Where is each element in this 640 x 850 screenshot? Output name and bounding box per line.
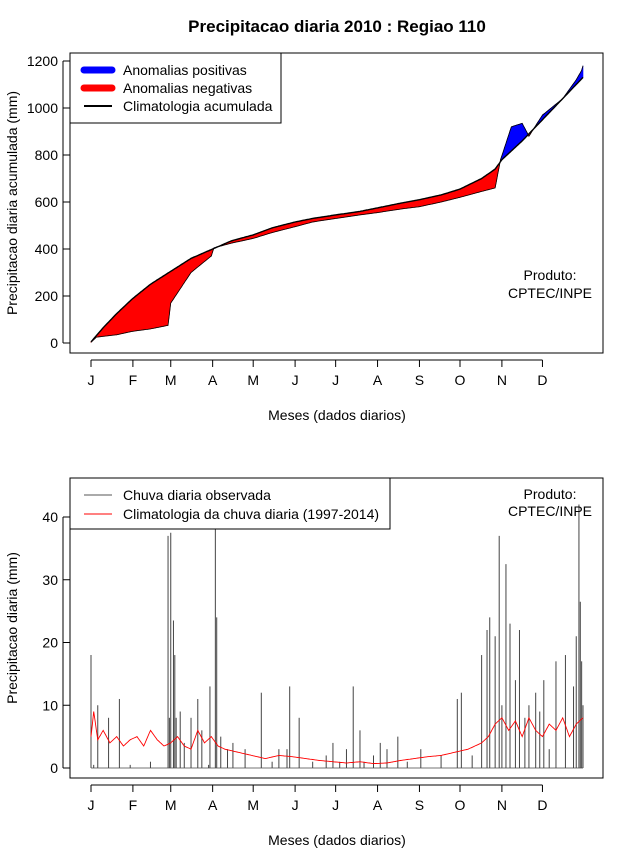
annotation-product-bottom: Produto:: [524, 486, 577, 502]
legend-label-climatology: Climatologia acumulada: [123, 98, 273, 114]
y-tick-label: 1000: [27, 100, 58, 116]
x-tick-label: J: [332, 797, 339, 813]
x-tick-label: N: [497, 372, 507, 388]
legend-label-climatology-daily: Climatologia da chuva diaria (1997-2014): [123, 506, 379, 522]
annotation-org-top: CPTEC/INPE: [508, 285, 592, 301]
climatology-line: [90, 711, 584, 765]
y-axis-bottom: 0 10 20 30 40: [42, 509, 70, 776]
x-tick-label: O: [455, 797, 466, 813]
legend-label-positive: Anomalias positivas: [123, 62, 247, 78]
y-tick-label: 0: [50, 760, 58, 776]
annotation-org-bottom: CPTEC/INPE: [508, 503, 592, 519]
anomaly-areas: [90, 65, 584, 343]
x-tick-label: J: [332, 372, 339, 388]
legend-label-observed: Chuva diaria observada: [123, 487, 271, 503]
x-tick-label: D: [537, 797, 547, 813]
x-tick-label: J: [292, 372, 299, 388]
x-tick-label: S: [415, 797, 424, 813]
x-tick-label: A: [208, 372, 218, 388]
y-tick-label: 0: [50, 335, 58, 351]
x-tick-label: A: [373, 797, 383, 813]
observed-rain-bars: [90, 504, 584, 769]
legend-top: Anomalias positivas Anomalias negativas …: [69, 52, 282, 124]
chart-title: Precipitacao diaria 2010 : Regiao 110: [188, 17, 486, 36]
x-tick-label: F: [129, 372, 138, 388]
legend-label-negative: Anomalias negativas: [123, 80, 252, 96]
x-tick-label: S: [415, 372, 424, 388]
y-tick-label: 40: [42, 509, 58, 525]
y-tick-label: 30: [42, 572, 58, 588]
x-tick-label: D: [537, 372, 547, 388]
legend-bottom: Chuva diaria observada Climatologia da c…: [69, 477, 391, 530]
y-tick-label: 10: [42, 697, 58, 713]
y-tick-label: 1200: [27, 53, 58, 69]
y-tick-label: 200: [35, 288, 59, 304]
x-tick-label: M: [247, 372, 259, 388]
y-tick-label: 600: [35, 194, 59, 210]
y-tick-label: 400: [35, 241, 59, 257]
x-tick-label: J: [88, 797, 95, 813]
x-tick-label: M: [165, 797, 177, 813]
daily-climatology-line: [90, 711, 584, 765]
y-axis-label-bottom: Precipitacao diaria (mm): [4, 552, 20, 704]
x-tick-label: M: [165, 372, 177, 388]
y-axis-top: 0 200 400 600 800 1000 1200: [27, 53, 70, 351]
observed-accumulated-line: [90, 65, 584, 343]
annotation-product-top: Produto:: [524, 267, 577, 283]
x-tick-label: J: [292, 797, 299, 813]
x-axis-label-top: Meses (dados diarios): [268, 407, 406, 423]
negative-anomaly-area: [90, 128, 534, 343]
y-axis-label-top: Precipitacao diaria acumulada (mm): [4, 91, 20, 315]
y-tick-label: 800: [35, 147, 59, 163]
x-tick-label: M: [247, 797, 259, 813]
x-tick-label: F: [129, 797, 138, 813]
x-tick-label: O: [455, 372, 466, 388]
climatology-accumulated-line: [90, 76, 584, 343]
x-tick-label: N: [497, 797, 507, 813]
x-axis-label-bottom: Meses (dados diarios): [268, 832, 406, 848]
legend-box: [69, 477, 391, 530]
x-tick-label: A: [373, 372, 383, 388]
y-tick-label: 20: [42, 635, 58, 651]
x-tick-label: J: [88, 372, 95, 388]
plot-frame-top: [69, 52, 604, 354]
x-tick-label: A: [208, 797, 218, 813]
